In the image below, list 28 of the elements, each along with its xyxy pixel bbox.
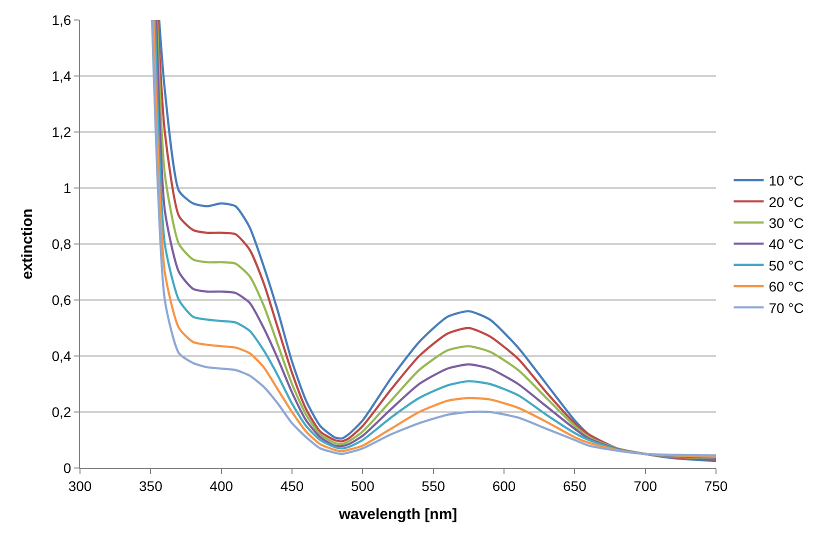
x-axis-title: wavelength [nm] bbox=[338, 506, 458, 523]
legend-label: 50 °C bbox=[768, 257, 804, 274]
x-tick-label: 400 bbox=[210, 478, 234, 494]
legend-label: 30 °C bbox=[768, 214, 804, 231]
y-tick-label: 1 bbox=[63, 180, 72, 196]
x-tick-label: 350 bbox=[138, 478, 163, 494]
y-axis-title: extinction bbox=[18, 208, 36, 280]
y-tick-label: 0,8 bbox=[52, 236, 72, 252]
y-tick-label: 0,6 bbox=[52, 292, 72, 308]
legend-label: 40 °C bbox=[768, 236, 804, 252]
y-tick-label: 0,2 bbox=[52, 404, 72, 420]
legend-label: 60 °C bbox=[768, 278, 804, 295]
x-tick-label: 550 bbox=[422, 478, 446, 494]
y-tick-label: 0,4 bbox=[52, 348, 72, 364]
y-tick-label: 0 bbox=[63, 460, 72, 476]
x-tick-label: 650 bbox=[562, 478, 587, 494]
legend-label: 20 °C bbox=[768, 194, 804, 210]
x-tick-label: 500 bbox=[350, 478, 375, 494]
y-tick-label: 1,2 bbox=[52, 124, 72, 140]
x-tick-label: 300 bbox=[68, 478, 92, 494]
y-tick-label: 1,6 bbox=[52, 12, 72, 28]
x-tick-label: 450 bbox=[280, 478, 304, 494]
x-tick-label: 750 bbox=[704, 478, 728, 494]
y-tick-label: 1,4 bbox=[52, 68, 72, 84]
x-tick-label: 600 bbox=[492, 478, 516, 494]
legend-label: 70 °C bbox=[768, 300, 804, 316]
legend-label: 10 °C bbox=[768, 172, 804, 189]
x-tick-label: 700 bbox=[634, 478, 658, 494]
